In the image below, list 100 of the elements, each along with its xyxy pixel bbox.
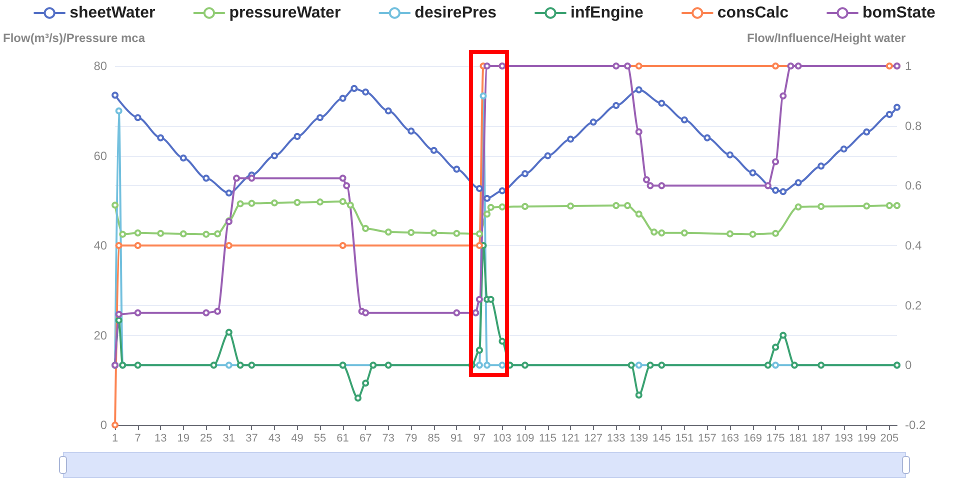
point [115, 316, 122, 324]
point [658, 229, 666, 236]
point [233, 174, 240, 182]
x-tick-label: 163 [720, 432, 740, 444]
point [270, 152, 278, 160]
point [522, 362, 529, 369]
point [484, 210, 491, 218]
point [863, 202, 870, 210]
point [202, 230, 210, 238]
point [225, 328, 232, 336]
point [498, 187, 506, 194]
point [635, 86, 642, 94]
x-tick-label: 91 [450, 432, 463, 444]
point [749, 230, 756, 238]
point [134, 362, 142, 369]
y2-tick-label: 0.8 [905, 118, 922, 133]
point [628, 362, 635, 369]
point [339, 242, 346, 249]
point [202, 174, 210, 182]
point [362, 88, 370, 96]
point [658, 182, 666, 190]
point [749, 169, 756, 176]
point [522, 170, 529, 178]
point [772, 362, 780, 369]
point [453, 230, 460, 237]
point [248, 174, 256, 182]
point [157, 230, 164, 237]
point [780, 92, 787, 100]
point [370, 362, 377, 369]
point [225, 189, 232, 196]
point [487, 296, 494, 303]
point [791, 362, 798, 369]
point [484, 62, 491, 70]
y2-tick-label: 1 [905, 59, 912, 73]
point [214, 230, 222, 238]
point [202, 309, 210, 316]
point [772, 158, 780, 166]
point [408, 128, 415, 135]
point [476, 242, 483, 249]
x-tick-label: 79 [405, 432, 418, 444]
point [635, 210, 642, 218]
x-tick-label: 181 [789, 432, 808, 444]
point [680, 229, 688, 236]
point [704, 134, 711, 142]
point [339, 94, 346, 102]
point [894, 104, 900, 111]
point [624, 202, 631, 210]
point [115, 242, 122, 249]
point [472, 309, 480, 316]
point [635, 392, 642, 399]
x-tick-label: 115 [539, 432, 557, 444]
x-tick-label: 43 [268, 432, 281, 444]
point [894, 202, 900, 210]
point [818, 162, 825, 170]
point [362, 380, 370, 387]
x-tick-label: 145 [652, 432, 671, 444]
point [343, 182, 350, 190]
point [362, 309, 370, 316]
point [772, 62, 780, 70]
x-tick-label: 205 [880, 432, 899, 444]
x-tick-label: 97 [473, 432, 486, 444]
point [180, 230, 187, 238]
x-tick-label: 85 [428, 432, 440, 444]
point [780, 188, 787, 196]
point [384, 362, 392, 369]
x-tick-label: 157 [698, 432, 716, 444]
x-tick-label: 187 [812, 432, 830, 444]
x-tick-label: 175 [766, 432, 785, 444]
point [498, 338, 506, 345]
point [294, 132, 301, 140]
point [764, 182, 772, 190]
x-tick-label: 133 [606, 432, 626, 444]
point [886, 110, 893, 118]
point [642, 176, 650, 184]
point [624, 62, 631, 70]
point [115, 107, 122, 114]
point [350, 84, 358, 92]
point [680, 116, 688, 124]
x-tick-label: 127 [584, 432, 603, 444]
point [362, 224, 370, 232]
x-tick-label: 61 [336, 432, 349, 444]
x-tick-label: 103 [493, 432, 512, 444]
point [214, 308, 222, 315]
point [794, 62, 802, 70]
x-tick-label: 49 [291, 432, 304, 444]
x-tick-label: 109 [516, 432, 534, 444]
point [498, 203, 506, 210]
y-tick-label: 0 [100, 418, 108, 432]
point [612, 62, 620, 70]
point [236, 362, 244, 369]
point [544, 152, 552, 160]
point [354, 394, 362, 402]
point [726, 230, 734, 238]
point [646, 362, 654, 369]
x-tick-label: 121 [561, 432, 580, 444]
legend-label: sheetWater [70, 4, 156, 22]
y2-tick-label: 0 [905, 358, 912, 372]
point [567, 202, 574, 210]
x-tick-label: 55 [314, 432, 326, 444]
point [794, 179, 802, 186]
